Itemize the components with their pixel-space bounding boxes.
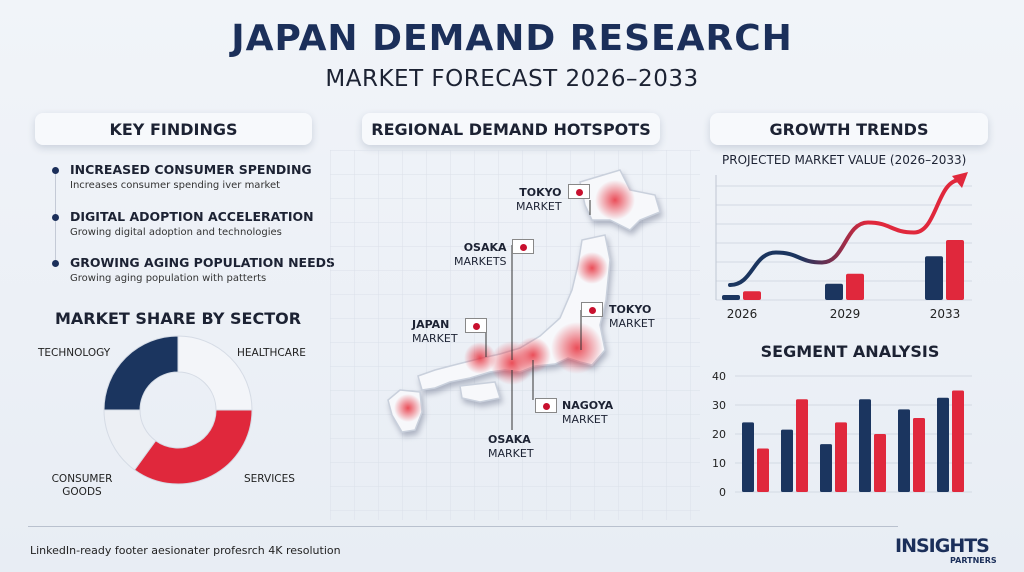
finding-desc: Increases consumer spending iver market [70,180,281,191]
y-tick-label: 10 [712,457,726,470]
x-tick-label: 2026 [727,307,758,321]
segment-bar [820,444,832,492]
donut-slice-healthcare [177,335,253,411]
map-label-name: JAPAN [412,318,450,331]
bullet-icon [52,214,59,221]
map-label-name: TOKYO [609,303,652,316]
japan-flag-icon [568,184,590,199]
segment-bar [796,399,808,492]
segment-title: SEGMENT ANALYSIS [760,342,940,361]
donut-slice-consumer-goods [103,409,157,471]
map-label-osaka: OSAKA MARKET [488,433,534,461]
map-label-sub: MARKET [412,332,458,345]
map-label-name: NAGOYA [562,399,614,412]
map-label-sub: MARKETS [454,255,507,268]
segment-bar [913,418,925,492]
growth-chart-title: PROJECTED MARKET VALUE (2026–2033) [722,153,967,167]
map-label-japan: JAPAN MARKET [412,318,458,346]
growth-bar [722,295,740,300]
bullet-icon [52,260,59,267]
map-label-name: TOKYO [519,186,562,199]
x-tick-label: 2033 [930,307,961,321]
growth-bar [925,256,943,300]
segment-bar [835,422,847,492]
market-share-donut [103,335,253,485]
japan-flag-icon [512,239,534,254]
page-title: JAPAN DEMAND RESEARCH [231,18,793,59]
japan-flag-icon [535,398,557,413]
x-tick-label: 2029 [830,307,861,321]
bullet-icon [52,167,59,174]
label-services: SERVICES [244,473,295,485]
growth-bar [946,240,964,300]
regional-header: REGIONAL DEMAND HOTSPOTS [362,113,660,145]
segment-bar [898,409,910,492]
growth-bar [846,273,864,300]
map-label-name: OSAKA [488,433,531,446]
y-tick-label: 30 [712,399,726,412]
growth-bar [825,283,843,300]
key-findings-header: KEY FINDINGS [35,113,312,145]
growth-chart: 2026 2029 2033 [715,172,972,321]
y-tick-label: 0 [719,486,726,499]
growth-header: GROWTH TRENDS [710,113,988,145]
logo-sub: PARTNERS [950,556,997,565]
label-technology: TECHNOLOGY [38,347,111,359]
y-tick-label: 20 [712,428,726,441]
segment-bar [781,429,793,492]
segment-chart: 40 30 20 10 0 [712,370,972,499]
footer-text: LinkedIn-ready footer aesionater profesr… [30,544,341,557]
finding-title: GROWING AGING POPULATION NEEDS [70,255,335,270]
label-consumer-goods: CONSUMER GOODS [51,473,113,498]
label-healthcare: HEALTHCARE [237,347,306,359]
map-label-sub: MARKET [609,317,655,330]
map-label-tokyo: TOKYO MARKET [609,303,655,331]
map-label-osaka-north: OSAKA MARKETS [454,241,507,269]
segment-bar [742,422,754,492]
donut-slice-services [133,409,253,485]
logo-main: INSIGHTS [895,535,990,557]
donut-slice-technology [103,335,179,411]
map-label-tokyo-north: TOKYO MARKET [516,186,562,214]
arrow-head-icon [952,172,968,188]
trend-line [728,178,962,287]
y-tick-label: 40 [712,370,726,383]
market-share-title: MARKET SHARE BY SECTOR [54,309,302,328]
map-label-sub: MARKET [488,447,534,460]
japan-flag-icon [465,318,487,333]
footer-divider [28,526,898,527]
segment-bar [874,434,886,492]
growth-bar [743,291,761,300]
finding-title: DIGITAL ADOPTION ACCELERATION [70,209,314,224]
page-subtitle: MARKET FORECAST 2026–2033 [325,66,699,92]
map-label-sub: MARKET [516,200,562,213]
segment-bar [952,390,964,492]
map-label-nagoya: NAGOYA MARKET [562,399,613,427]
japan-flag-icon [581,302,603,317]
finding-desc: Growing aging population with patterts [70,273,267,284]
segment-bar [859,399,871,492]
map-label-name: OSAKA [463,241,507,254]
segment-bar [937,397,949,492]
map-label-sub: MARKET [562,413,608,426]
finding-title: INCREASED CONSUMER SPENDING [70,162,312,177]
japan-map [330,150,700,520]
segment-bar [757,448,769,492]
finding-desc: Growing digital adoption and technologie… [70,227,282,238]
